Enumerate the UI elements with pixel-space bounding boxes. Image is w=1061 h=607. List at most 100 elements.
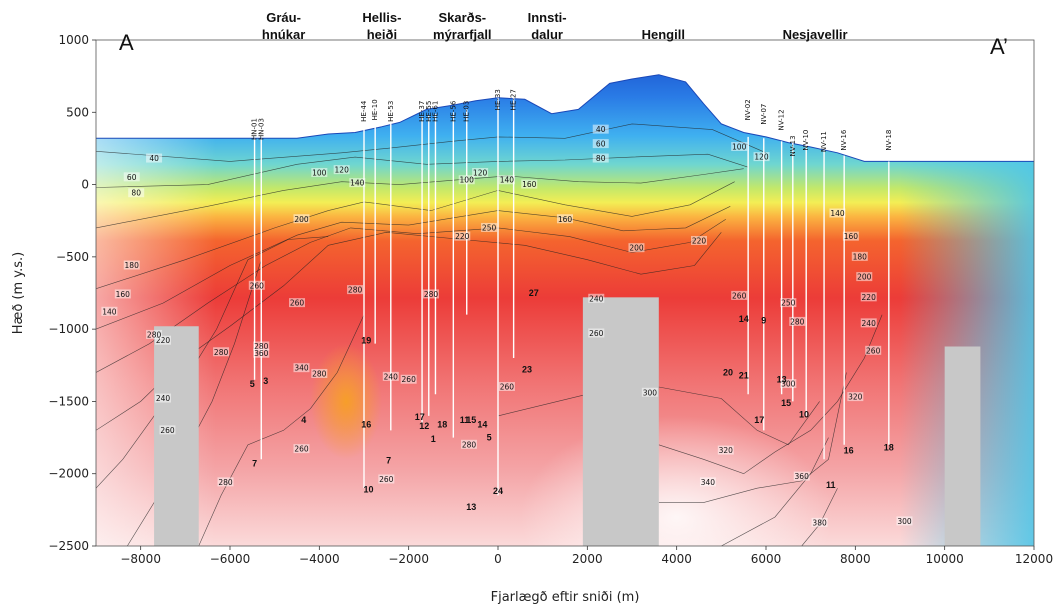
no-data-area (582, 297, 659, 546)
y-tick-label: −2500 (48, 539, 89, 553)
isotherm-label-bg (842, 231, 859, 241)
isotherm-label: 120 (335, 166, 350, 175)
isotherm-label-bg (311, 168, 328, 178)
endpoint-left-label: A (119, 30, 134, 55)
x-tick-label: 10000 (926, 552, 964, 566)
well-number: 1 (431, 434, 436, 444)
isotherm-label: 260 (402, 375, 417, 384)
isotherm-label-bg (860, 292, 877, 302)
well-name: HE-10 (371, 99, 379, 120)
well-name: NV-10 (802, 130, 810, 151)
isotherm-label-bg (123, 172, 140, 182)
isotherm-label: 200 (629, 244, 644, 253)
isotherm-label-bg (114, 289, 131, 299)
isotherm-label: 120 (473, 169, 488, 178)
isotherm-label-bg (865, 345, 882, 355)
isotherm-label: 320 (719, 446, 734, 455)
isotherm-label: 280 (462, 440, 477, 449)
well-number: 17 (415, 412, 425, 422)
isotherm-label: 360 (795, 472, 810, 481)
isotherm-340 (658, 372, 847, 503)
isotherm-label: 240 (589, 294, 604, 303)
isotherm-label-bg (333, 165, 350, 175)
well-number: 9 (761, 315, 766, 325)
isotherm-label: 200 (294, 215, 309, 224)
isotherm-label-bg (382, 371, 399, 381)
isotherm-label-bg (588, 293, 605, 303)
isotherm-label: 260 (294, 445, 309, 454)
well-number: 13 (466, 502, 476, 512)
well-name: HE-56 (449, 100, 457, 122)
x-tick-label: −8000 (120, 552, 161, 566)
isotherm-label: 240 (156, 394, 171, 403)
x-tick-label: −2000 (388, 552, 429, 566)
no-data-areas (154, 297, 981, 546)
isotherm-280 (198, 314, 365, 546)
isotherm-label: 240 (384, 372, 399, 381)
region-label: Nesjavellir (783, 27, 848, 42)
well-name: HE-55 (425, 101, 433, 122)
well-number: 16 (844, 446, 854, 456)
isotherm-label-bg (293, 444, 310, 454)
well-number: 12 (419, 421, 429, 431)
isotherm-label: 220 (692, 237, 707, 246)
plot-frame (95, 39, 1035, 547)
isotherm-label-bg (592, 153, 609, 163)
isotherm-label: 260 (589, 329, 604, 338)
y-tick-label: 1000 (58, 33, 89, 47)
well-name: NV-16 (840, 129, 848, 151)
well-name: HE-03 (463, 101, 471, 122)
region-label: Hellis-heiði (362, 10, 401, 42)
isotherm-360 (721, 437, 829, 546)
isotherm-label: 140 (500, 176, 515, 185)
y-axis-title: Hæð (m y.s.) (11, 252, 26, 334)
isotherm-label-bg (691, 235, 707, 245)
well-number: 13 (777, 375, 787, 385)
isotherm-label: 200 (857, 273, 872, 282)
well-number: 17 (754, 415, 764, 425)
well-name: NV-07 (760, 104, 768, 125)
isotherm-160 (96, 181, 735, 289)
x-tick-label: 2000 (572, 552, 603, 566)
isotherm-label: 160 (558, 215, 573, 224)
isotherm-label: 120 (754, 153, 769, 162)
isotherm-label-bg (592, 124, 609, 134)
x-tick-label: 6000 (751, 552, 782, 566)
well-number: 16 (361, 420, 371, 430)
isotherm-label-bg (847, 392, 864, 402)
isotherm-label: 80 (131, 189, 141, 198)
well-name: HE-53 (387, 101, 395, 122)
isotherm-label-bg (481, 222, 498, 232)
isotherm-label-bg (101, 306, 118, 316)
isotherm-label-bg (860, 318, 877, 328)
well-number: 27 (529, 288, 539, 298)
x-tick-label: 0 (494, 552, 502, 566)
isotherm-label: 180 (125, 261, 140, 270)
isotherm-label-bg (780, 379, 797, 389)
isotherm-label-bg (588, 328, 605, 338)
isotherm-label-bg (400, 374, 417, 384)
well-name: HE-33 (494, 89, 502, 110)
well-number: 15 (466, 415, 476, 425)
region-label: Gráu-hnúkar (262, 10, 305, 42)
well-number: 19 (361, 336, 371, 346)
no-data-area (154, 326, 199, 546)
isotherm-label-bg (592, 139, 609, 149)
isotherm-label: 260 (500, 383, 515, 392)
isotherm-label: 60 (596, 140, 606, 149)
well-number: 21 (739, 370, 749, 380)
isotherm-label-bg (793, 471, 810, 481)
isotherm-label-bg (146, 329, 163, 339)
isotherm-label: 220 (862, 293, 877, 302)
isotherm-label: 160 (116, 290, 131, 299)
isotherm-label-bg (731, 290, 748, 300)
isotherm-label-bg (423, 289, 439, 299)
isotherm-label-bg (699, 477, 716, 487)
isotherm-label-bg (851, 251, 868, 261)
hot-zone-west (310, 343, 382, 460)
well-number: 14 (739, 314, 749, 324)
isotherm-label-bg (159, 425, 176, 435)
well-name: HE-27 (510, 89, 518, 110)
isotherm-label: 250 (781, 299, 796, 308)
